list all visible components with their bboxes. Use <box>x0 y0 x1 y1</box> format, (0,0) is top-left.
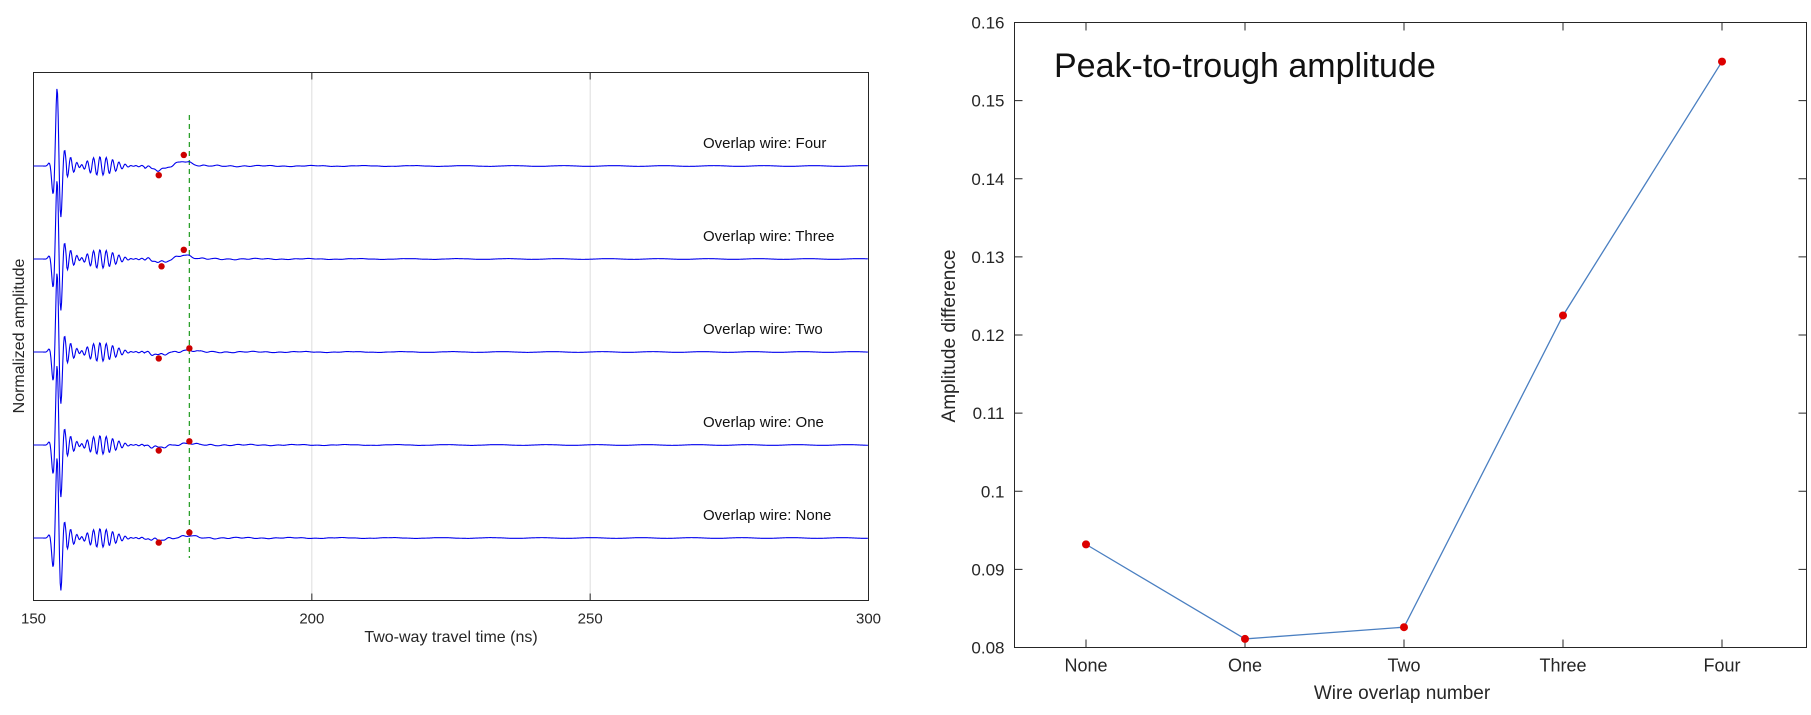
right-x-category-label: Four <box>1703 656 1740 676</box>
data-point-marker <box>1559 311 1567 320</box>
right-y-tick-label: 0.16 <box>971 14 1004 33</box>
trace-label: Overlap wire: None <box>703 507 831 524</box>
trace-line-4 <box>33 366 868 498</box>
right-x-category-label: Three <box>1539 656 1586 676</box>
right-x-axis-title: Wire overlap number <box>1314 683 1491 704</box>
right-y-tick-label: 0.11 <box>973 404 1005 423</box>
right-series <box>1082 57 1726 643</box>
trough-marker <box>155 172 162 179</box>
peak-marker <box>180 246 187 253</box>
left-x-axis-title: Two-way travel time (ns) <box>364 629 537 646</box>
data-point-marker <box>1082 540 1090 549</box>
trace-line-1 <box>33 88 868 218</box>
amplitude-series-line <box>1085 61 1723 640</box>
left-x-tick-label: 200 <box>299 611 324 628</box>
peak-marker <box>186 345 193 352</box>
trough-marker <box>155 447 162 454</box>
trough-marker <box>155 355 162 362</box>
trace-label: Overlap wire: Four <box>703 135 826 152</box>
right-y-ticks: 0.08 0.09 0.1 0.11 0.12 0.13 0.14 0.15 0.16 <box>971 14 1807 658</box>
right-y-tick-label: 0.09 <box>971 560 1004 579</box>
left-plot-frame <box>33 72 869 601</box>
peak-marker <box>186 529 193 536</box>
peak-marker <box>186 438 193 445</box>
right-x-category-label: Two <box>1387 656 1420 676</box>
trace-line-5 <box>33 458 868 591</box>
right-y-tick-label: 0.08 <box>971 639 1004 658</box>
left-traces <box>33 88 868 591</box>
right-y-tick-label: 0.13 <box>971 248 1004 267</box>
data-point-marker <box>1400 623 1408 632</box>
peak-marker <box>180 151 187 159</box>
left-x-tick-label: 150 <box>21 611 46 628</box>
trough-marker <box>155 539 162 546</box>
left-y-axis-title: Normalized amplitude <box>11 259 28 414</box>
right-chart-panel: 0.08 0.09 0.1 0.11 0.12 0.13 0.14 0.15 0.16 None… <box>939 14 1807 704</box>
right-y-tick-label: 0.1 <box>981 482 1005 501</box>
left-x-ticks: 150 200 250 300 <box>21 72 881 628</box>
trace-label: Overlap wire: One <box>703 414 824 431</box>
left-x-tick-label: 250 <box>578 611 603 628</box>
trace-line-2 <box>33 181 868 311</box>
left-trace-labels: Overlap wire: Four Overlap wire: Three Ove… <box>703 135 834 524</box>
left-grid <box>311 72 591 601</box>
right-chart-title: Peak-to-trough amplitude <box>1054 47 1436 85</box>
trace-line-3 <box>33 273 868 404</box>
right-y-tick-label: 0.12 <box>971 326 1004 345</box>
trace-label: Overlap wire: Two <box>703 321 823 338</box>
right-x-category-label: One <box>1228 656 1262 676</box>
trace-label: Overlap wire: Three <box>703 228 834 245</box>
right-y-tick-label: 0.14 <box>971 170 1004 189</box>
right-x-ticks: None One Two Three Four <box>1064 22 1741 676</box>
left-chart-panel: Overlap wire: Four Overlap wire: Three Ove… <box>11 72 881 646</box>
right-x-category-label: None <box>1064 656 1107 676</box>
left-x-tick-label: 300 <box>856 611 881 628</box>
trough-marker <box>158 263 165 270</box>
right-y-axis-title: Amplitude difference <box>939 250 960 423</box>
data-point-marker <box>1718 57 1726 66</box>
right-y-tick-label: 0.15 <box>971 92 1004 111</box>
data-point-marker <box>1241 634 1249 643</box>
left-markers <box>155 151 193 546</box>
